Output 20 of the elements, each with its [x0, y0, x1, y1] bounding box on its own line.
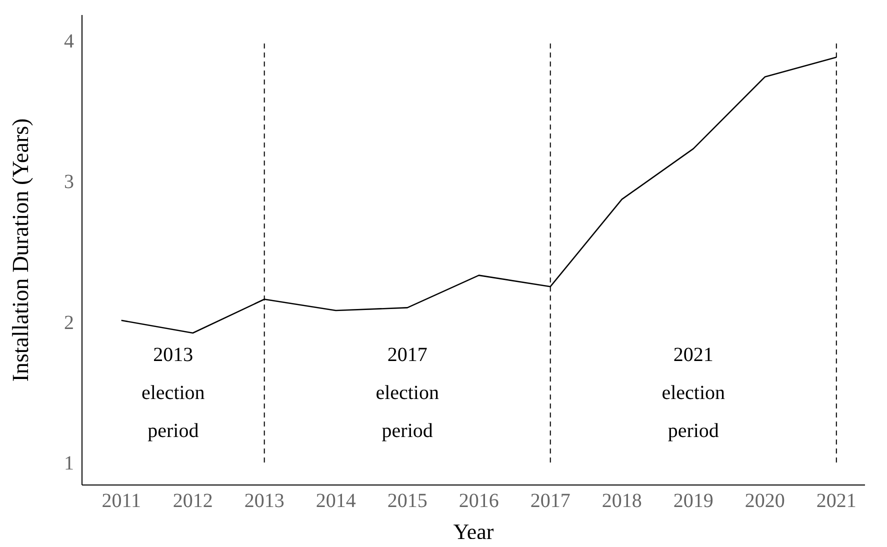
x-tick-label: 2015: [387, 490, 428, 512]
y-tick-label: 3: [64, 171, 74, 194]
annotation: 2021 election period: [662, 344, 726, 442]
x-tick-label: 2019: [673, 490, 714, 512]
x-tick-label: 2021: [816, 490, 856, 512]
x-tick-label: 2016: [458, 490, 499, 512]
y-tick-label: 4: [64, 30, 74, 52]
x-tick-label: 2012: [172, 490, 213, 512]
x-tick-label: 2017: [530, 490, 570, 512]
y-axis-title: Installation Duration (Years): [8, 118, 34, 382]
x-tick-label: 2011: [102, 490, 141, 512]
x-tick-label: 2018: [602, 490, 642, 512]
x-tick-label: 2020: [744, 490, 785, 512]
x-tick-label: 2013: [244, 490, 284, 512]
y-tick-label: 2: [64, 312, 74, 334]
y-tick-label: 1: [64, 452, 74, 475]
annotation: 2013 election period: [142, 344, 205, 442]
x-axis-title: Year: [453, 519, 494, 544]
annotation: 2017 election period: [376, 344, 440, 442]
x-tick-label: 2014: [316, 490, 356, 512]
